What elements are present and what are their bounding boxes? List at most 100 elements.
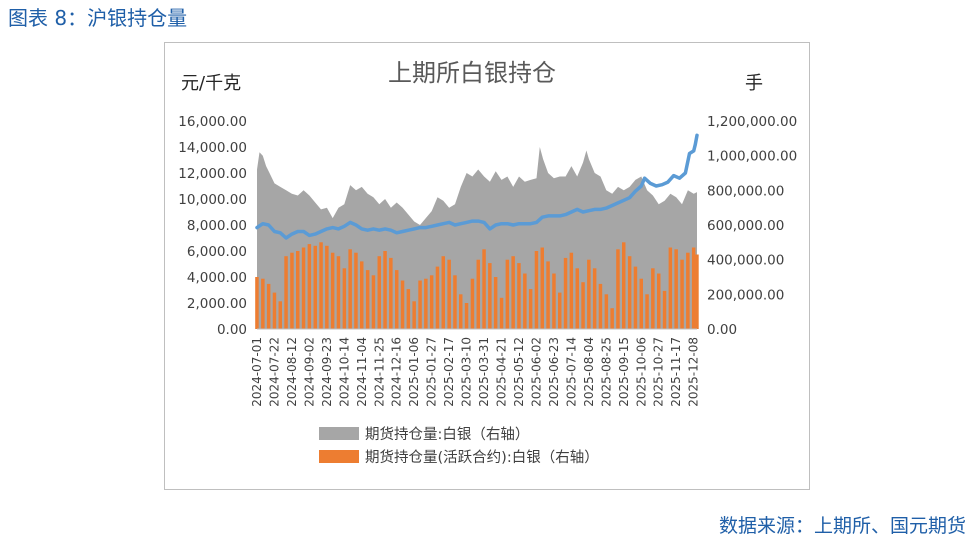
active-oi-bar <box>651 268 655 329</box>
active-oi-bar <box>493 277 498 329</box>
figure-label: 图表 8：沪银持仓量 <box>8 6 188 30</box>
x-tick-label: 2025-01-27 <box>425 337 439 407</box>
active-oi-bar <box>657 273 661 329</box>
left-tick-label: 0.00 <box>217 322 247 338</box>
active-oi-bar <box>307 244 312 329</box>
left-tick-label: 6,000.00 <box>187 244 247 260</box>
active-oi-bar <box>383 251 387 329</box>
active-oi-bar <box>464 303 469 329</box>
left-tick-label: 12,000.00 <box>178 166 247 182</box>
legend: 期货持仓量:白银（右轴） 期货持仓量(活跃合约):白银（右轴） <box>319 426 599 466</box>
left-tick-label: 16,000.00 <box>178 114 247 130</box>
right-axis-ticks: 1,200,000.00 1,000,000.00 800,000.00 600,00… <box>707 114 797 338</box>
x-tick-label: 2025-06-23 <box>547 337 561 407</box>
legend-label-total-oi: 期货持仓量:白银（右轴） <box>365 426 529 443</box>
left-axis-unit: 元/千克 <box>181 73 241 94</box>
active-oi-bar <box>266 283 271 329</box>
active-oi-bar <box>482 249 486 329</box>
x-tick-label: 2025-07-14 <box>564 337 578 407</box>
active-oi-bar <box>511 256 515 329</box>
active-oi-bar <box>581 282 585 329</box>
active-oi-bar <box>424 278 428 329</box>
active-oi-bar <box>546 261 550 329</box>
active-oi-bar <box>668 247 673 329</box>
active-oi-bar <box>284 256 288 329</box>
plot-area <box>255 133 699 330</box>
active-oi-bar <box>395 270 399 329</box>
left-axis-ticks: 16,000.00 14,000.00 12,000.00 10,000.00 8,00… <box>178 114 247 338</box>
active-oi-bar <box>633 266 638 329</box>
right-tick-label: 400,000.00 <box>707 253 784 269</box>
x-tick-label: 2024-11-04 <box>355 337 369 407</box>
active-oi-bar <box>476 259 480 329</box>
x-tick-label: 2025-02-17 <box>442 337 456 407</box>
price-line <box>255 133 699 240</box>
x-tick-label: 2025-03-31 <box>477 337 491 407</box>
active-oi-bar <box>354 252 358 329</box>
chart-title: 上期所白银持仓 <box>388 59 556 87</box>
active-oi-bar <box>371 275 376 329</box>
active-oi-bar <box>691 247 696 329</box>
x-tick-label: 2025-04-21 <box>495 337 509 407</box>
active-oi-bar <box>592 268 597 329</box>
x-tick-label: 2025-10-06 <box>634 337 648 407</box>
active-oi-bar <box>377 256 381 329</box>
left-tick-label: 10,000.00 <box>178 192 247 208</box>
active-oi-bar <box>400 280 405 329</box>
right-tick-label: 800,000.00 <box>707 183 784 199</box>
active-oi-bar <box>278 301 282 329</box>
x-axis-ticks: 2024-07-01 2024-07-22 2024-08-12 2024-09-02… <box>250 337 701 407</box>
active-oi-bar <box>296 251 300 329</box>
x-tick-label: 2024-07-22 <box>268 337 282 407</box>
right-tick-label: 1,200,000.00 <box>707 114 797 130</box>
x-tick-label: 2025-09-15 <box>617 337 631 407</box>
active-oi-bar <box>470 278 475 329</box>
right-tick-label: 0.00 <box>707 322 737 338</box>
right-axis-unit: 手 <box>745 73 763 94</box>
active-oi-bar <box>552 273 556 329</box>
right-tick-label: 600,000.00 <box>707 218 784 234</box>
active-oi-bar <box>261 278 265 329</box>
x-tick-label: 2024-09-02 <box>302 337 316 407</box>
active-oi-bar <box>336 256 341 329</box>
x-tick-label: 2025-11-17 <box>669 337 683 407</box>
active-oi-bar <box>528 289 533 329</box>
x-tick-label: 2024-10-14 <box>337 337 351 407</box>
x-tick-label: 2025-08-04 <box>582 337 596 407</box>
left-tick-label: 14,000.00 <box>178 140 247 156</box>
active-oi-bar <box>255 277 259 329</box>
x-tick-label: 2025-12-08 <box>687 337 701 407</box>
chart-frame: 上期所白银持仓 元/千克 手 16,000.00 14,000.00 12,000.… <box>164 42 810 490</box>
active-oi-bar <box>505 259 510 329</box>
x-tick-label: 2024-07-01 <box>250 337 264 407</box>
active-oi-bar <box>523 273 527 329</box>
chart-canvas: 上期所白银持仓 元/千克 手 16,000.00 14,000.00 12,000.… <box>178 59 797 466</box>
active-oi-bar <box>453 275 457 329</box>
active-oi-bar <box>616 249 620 329</box>
active-oi-bar <box>348 249 352 329</box>
active-oi-bar <box>598 283 603 329</box>
active-oi-bar <box>418 280 422 329</box>
x-tick-label: 2025-08-25 <box>599 337 613 407</box>
active-oi-bar <box>389 257 393 329</box>
active-oi-bar <box>412 301 416 329</box>
active-oi-bar <box>499 297 504 329</box>
active-oi-bar <box>575 268 579 329</box>
active-oi-bar <box>360 261 364 329</box>
x-tick-label: 2024-12-16 <box>390 337 404 407</box>
active-oi-bar <box>441 256 445 329</box>
active-oi-bar <box>330 252 335 329</box>
x-tick-label: 2024-11-25 <box>372 337 386 407</box>
active-oi-bar <box>534 251 539 329</box>
active-oi-bar <box>639 278 643 329</box>
left-tick-label: 4,000.00 <box>187 270 247 286</box>
left-tick-label: 8,000.00 <box>187 218 247 234</box>
active-oi-bar <box>459 294 463 329</box>
x-tick-label: 2025-05-12 <box>512 337 526 407</box>
active-oi-bar <box>325 245 329 329</box>
active-oi-bar <box>695 254 699 329</box>
x-tick-label: 2025-06-02 <box>530 337 544 407</box>
legend-swatch-active-oi <box>319 450 359 463</box>
right-tick-label: 200,000.00 <box>707 287 784 303</box>
active-oi-bar <box>488 263 492 329</box>
